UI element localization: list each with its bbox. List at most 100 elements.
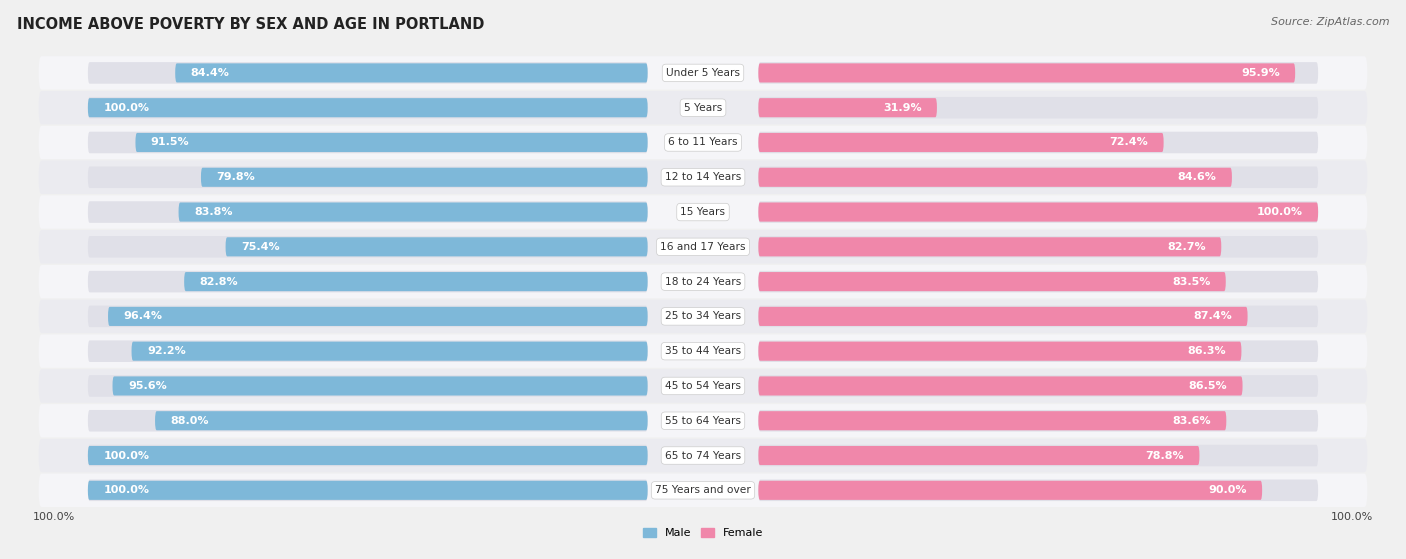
Text: 16 and 17 Years: 16 and 17 Years	[661, 242, 745, 252]
FancyBboxPatch shape	[38, 195, 1367, 229]
Legend: Male, Female: Male, Female	[638, 523, 768, 542]
Text: 35 to 44 Years: 35 to 44 Years	[665, 346, 741, 356]
FancyBboxPatch shape	[87, 340, 648, 362]
Text: 100.0%: 100.0%	[103, 451, 149, 461]
FancyBboxPatch shape	[155, 411, 648, 430]
FancyBboxPatch shape	[758, 376, 1243, 396]
FancyBboxPatch shape	[38, 126, 1367, 159]
FancyBboxPatch shape	[87, 236, 648, 258]
FancyBboxPatch shape	[758, 306, 1319, 327]
FancyBboxPatch shape	[758, 201, 1319, 223]
Text: 83.6%: 83.6%	[1173, 416, 1211, 426]
FancyBboxPatch shape	[38, 265, 1367, 299]
FancyBboxPatch shape	[87, 410, 648, 432]
Text: 96.4%: 96.4%	[124, 311, 163, 321]
Text: 18 to 24 Years: 18 to 24 Years	[665, 277, 741, 287]
Text: 78.8%: 78.8%	[1146, 451, 1184, 461]
FancyBboxPatch shape	[758, 98, 936, 117]
Text: 83.5%: 83.5%	[1173, 277, 1211, 287]
FancyBboxPatch shape	[135, 133, 648, 152]
FancyBboxPatch shape	[112, 376, 648, 396]
FancyBboxPatch shape	[38, 439, 1367, 472]
FancyBboxPatch shape	[758, 340, 1319, 362]
FancyBboxPatch shape	[179, 202, 648, 221]
FancyBboxPatch shape	[758, 133, 1164, 152]
Text: 12 to 14 Years: 12 to 14 Years	[665, 172, 741, 182]
FancyBboxPatch shape	[758, 481, 1263, 500]
FancyBboxPatch shape	[758, 480, 1319, 501]
Text: Source: ZipAtlas.com: Source: ZipAtlas.com	[1271, 17, 1389, 27]
FancyBboxPatch shape	[87, 271, 648, 292]
Text: INCOME ABOVE POVERTY BY SEX AND AGE IN PORTLAND: INCOME ABOVE POVERTY BY SEX AND AGE IN P…	[17, 17, 484, 32]
Text: 65 to 74 Years: 65 to 74 Years	[665, 451, 741, 461]
FancyBboxPatch shape	[758, 62, 1319, 84]
Text: 86.3%: 86.3%	[1188, 346, 1226, 356]
FancyBboxPatch shape	[758, 445, 1319, 466]
Text: 31.9%: 31.9%	[883, 103, 921, 113]
Text: 5 Years: 5 Years	[683, 103, 723, 113]
FancyBboxPatch shape	[38, 300, 1367, 333]
Text: 82.8%: 82.8%	[200, 277, 238, 287]
FancyBboxPatch shape	[225, 237, 648, 257]
FancyBboxPatch shape	[758, 63, 1295, 83]
FancyBboxPatch shape	[758, 411, 1226, 430]
Text: 92.2%: 92.2%	[146, 346, 186, 356]
FancyBboxPatch shape	[758, 97, 1319, 119]
FancyBboxPatch shape	[758, 410, 1319, 432]
FancyBboxPatch shape	[87, 62, 648, 84]
FancyBboxPatch shape	[38, 56, 1367, 89]
FancyBboxPatch shape	[758, 236, 1319, 258]
FancyBboxPatch shape	[758, 307, 1247, 326]
FancyBboxPatch shape	[758, 237, 1222, 257]
Text: 6 to 11 Years: 6 to 11 Years	[668, 138, 738, 148]
FancyBboxPatch shape	[87, 97, 648, 119]
FancyBboxPatch shape	[87, 445, 648, 466]
FancyBboxPatch shape	[38, 369, 1367, 402]
FancyBboxPatch shape	[758, 271, 1319, 292]
Text: 84.6%: 84.6%	[1178, 172, 1216, 182]
FancyBboxPatch shape	[87, 375, 648, 397]
Text: 75 Years and over: 75 Years and over	[655, 485, 751, 495]
Text: 95.9%: 95.9%	[1241, 68, 1279, 78]
Text: 100.0%: 100.0%	[1257, 207, 1303, 217]
Text: 86.5%: 86.5%	[1188, 381, 1227, 391]
Text: 45 to 54 Years: 45 to 54 Years	[665, 381, 741, 391]
FancyBboxPatch shape	[87, 446, 648, 465]
Text: 25 to 34 Years: 25 to 34 Years	[665, 311, 741, 321]
Text: 75.4%: 75.4%	[240, 242, 280, 252]
Text: 55 to 64 Years: 55 to 64 Years	[665, 416, 741, 426]
FancyBboxPatch shape	[38, 473, 1367, 507]
FancyBboxPatch shape	[38, 334, 1367, 368]
FancyBboxPatch shape	[184, 272, 648, 291]
FancyBboxPatch shape	[758, 446, 1199, 465]
FancyBboxPatch shape	[758, 132, 1319, 153]
Text: 79.8%: 79.8%	[217, 172, 254, 182]
FancyBboxPatch shape	[108, 307, 648, 326]
Text: 88.0%: 88.0%	[170, 416, 209, 426]
FancyBboxPatch shape	[87, 480, 648, 501]
FancyBboxPatch shape	[87, 201, 648, 223]
Text: 84.4%: 84.4%	[191, 68, 229, 78]
Text: 95.6%: 95.6%	[128, 381, 167, 391]
Text: 82.7%: 82.7%	[1167, 242, 1206, 252]
Text: 87.4%: 87.4%	[1194, 311, 1232, 321]
FancyBboxPatch shape	[87, 167, 648, 188]
Text: Under 5 Years: Under 5 Years	[666, 68, 740, 78]
FancyBboxPatch shape	[87, 306, 648, 327]
FancyBboxPatch shape	[87, 481, 648, 500]
FancyBboxPatch shape	[38, 404, 1367, 438]
Text: 72.4%: 72.4%	[1109, 138, 1149, 148]
Text: 100.0%: 100.0%	[1331, 513, 1374, 523]
FancyBboxPatch shape	[87, 132, 648, 153]
FancyBboxPatch shape	[758, 342, 1241, 361]
FancyBboxPatch shape	[758, 272, 1226, 291]
FancyBboxPatch shape	[38, 230, 1367, 263]
Text: 15 Years: 15 Years	[681, 207, 725, 217]
Text: 100.0%: 100.0%	[103, 103, 149, 113]
Text: 83.8%: 83.8%	[194, 207, 232, 217]
Text: 90.0%: 90.0%	[1208, 485, 1247, 495]
FancyBboxPatch shape	[201, 168, 648, 187]
FancyBboxPatch shape	[176, 63, 648, 83]
FancyBboxPatch shape	[758, 375, 1319, 397]
FancyBboxPatch shape	[758, 168, 1232, 187]
